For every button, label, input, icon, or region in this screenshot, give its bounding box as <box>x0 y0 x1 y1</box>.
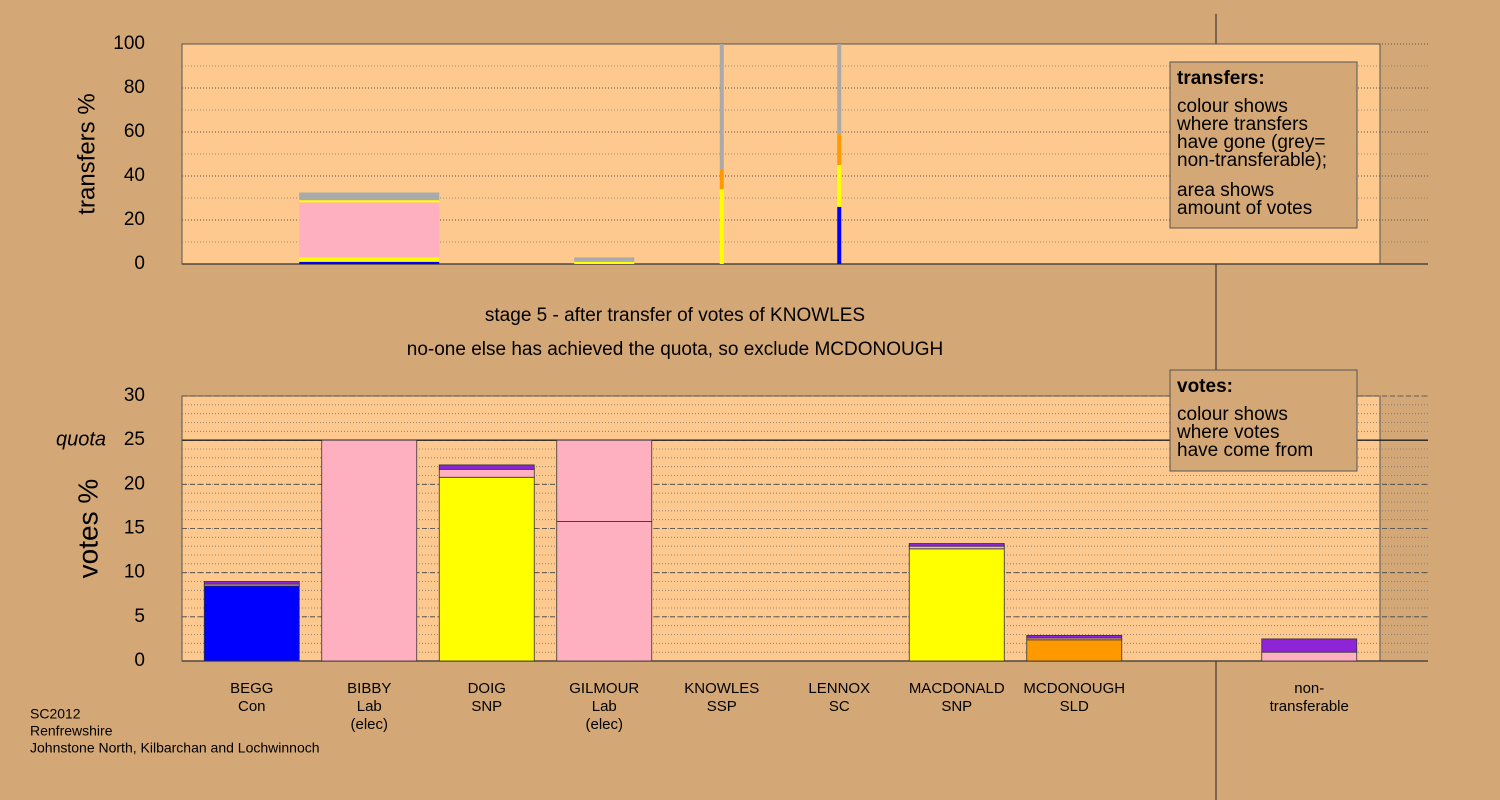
bar-segment <box>299 192 440 201</box>
x-tick-label: SNP <box>941 698 972 715</box>
legend-text: area shows <box>1177 180 1274 201</box>
bar-segment <box>908 543 1005 547</box>
x-tick-label: SLD <box>1060 698 1089 715</box>
x-tick-label: BIBBY <box>347 680 391 697</box>
bar-segment <box>321 439 418 662</box>
y-tick-label: 20 <box>124 473 145 494</box>
legend-text: where votes <box>1176 422 1279 443</box>
legend-box <box>1169 61 1358 229</box>
y-tick-label: 5 <box>134 606 145 627</box>
bar-segment <box>299 257 440 262</box>
legend-text: amount of votes <box>1177 198 1312 219</box>
y-tick-label: 60 <box>124 121 145 142</box>
legend-text: colour shows <box>1177 96 1288 117</box>
bar-segment <box>574 261 635 264</box>
x-tick-label: SSP <box>707 698 737 715</box>
bar-segment <box>299 200 440 203</box>
x-tick-label: (elec) <box>350 716 388 733</box>
bar-segment <box>203 581 300 585</box>
bar-segment <box>574 257 635 262</box>
bar-segment <box>1261 638 1358 653</box>
x-tick-label: non- <box>1294 680 1324 697</box>
bar-segment <box>719 169 724 190</box>
bar-segment <box>438 464 535 470</box>
legend-text: non-transferable); <box>1177 150 1327 171</box>
x-tick-label: BEGG <box>230 680 273 697</box>
legend-title: votes: <box>1177 376 1233 397</box>
bar-segment <box>908 548 1005 662</box>
legend-text: have come from <box>1177 440 1313 461</box>
y-tick-label: 15 <box>124 518 145 539</box>
bar-segment <box>438 476 535 662</box>
x-tick-label: KNOWLES <box>684 680 759 697</box>
x-tick-label: LENNOX <box>808 680 870 697</box>
y-tick-label: 20 <box>124 209 145 230</box>
legend-text: colour shows <box>1177 404 1288 425</box>
legend-text: where transfers <box>1176 114 1308 135</box>
bar-segment <box>203 585 300 662</box>
x-tick-label: GILMOUR <box>569 680 639 697</box>
bar-segment <box>837 134 842 165</box>
footer: Renfrewshire <box>30 723 113 739</box>
quota-label: quota <box>56 428 106 450</box>
bar-segment <box>438 468 535 478</box>
legend-text: have gone (grey= <box>1177 132 1325 153</box>
bar-segment <box>1261 651 1358 662</box>
legend-box <box>1169 369 1358 472</box>
y-tick-label: 0 <box>134 650 145 671</box>
bar-segment <box>556 521 653 662</box>
x-tick-label: DOIG <box>468 680 506 697</box>
x-tick-label: Con <box>238 698 266 715</box>
footer: Johnstone North, Kilbarchan and Lochwinn… <box>30 740 320 756</box>
bar-segment <box>837 206 842 264</box>
bar-segment <box>837 165 842 207</box>
bar-segment <box>1026 639 1123 662</box>
y-tick-label: 10 <box>124 562 145 583</box>
y-tick-label: 0 <box>134 253 145 274</box>
x-tick-label: (elec) <box>585 716 623 733</box>
stage-note: no-one else has achieved the quota, so e… <box>407 339 944 360</box>
y-tick-label: 100 <box>113 33 145 54</box>
footer: SC2012 <box>30 706 81 722</box>
x-tick-label: Lab <box>592 698 617 715</box>
bar-segment <box>299 202 440 258</box>
y-axis-label: votes % <box>72 479 103 579</box>
y-tick-label: 30 <box>124 385 145 406</box>
x-tick-label: SNP <box>471 698 502 715</box>
x-tick-label: MCDONOUGH <box>1023 680 1125 697</box>
legend-title: transfers: <box>1177 68 1265 89</box>
y-tick-label: 40 <box>124 165 145 186</box>
bar-segment <box>556 439 653 522</box>
bar-segment <box>719 189 724 264</box>
bar-segment <box>1026 634 1123 639</box>
bar-segment <box>837 44 842 135</box>
x-tick-label: Lab <box>357 698 382 715</box>
bar-segment <box>719 44 724 170</box>
x-tick-label: MACDONALD <box>909 680 1005 697</box>
y-axis-label: transfers % <box>73 93 100 214</box>
bar-segment <box>299 261 440 264</box>
x-tick-label: transferable <box>1270 698 1349 715</box>
y-tick-label: 25 <box>124 429 145 450</box>
x-tick-label: SC <box>829 698 850 715</box>
y-tick-label: 80 <box>124 77 145 98</box>
stage-title: stage 5 - after transfer of votes of KNO… <box>485 305 865 326</box>
